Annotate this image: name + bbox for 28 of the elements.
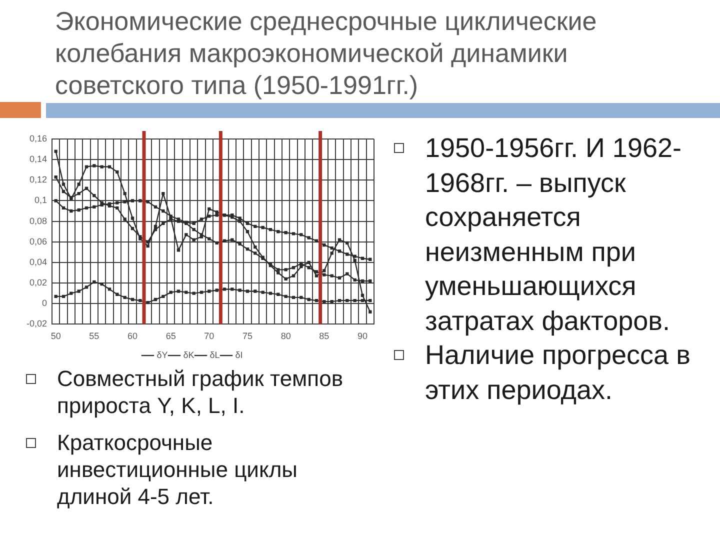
y-tick-label: 0,04 [29, 256, 47, 267]
y-tick-label: 0,06 [29, 236, 47, 246]
x-tick-label: 55 [89, 331, 100, 342]
legend-label: δK [183, 350, 194, 360]
y-tick-label: 0,08 [29, 216, 47, 226]
x-tick-label: 75 [242, 331, 253, 342]
x-tick-label: 70 [204, 331, 214, 342]
y-tick-label: 0,02 [29, 278, 47, 288]
y-tick-label: 0 [42, 298, 47, 308]
chart-title: Экономические среднесрочные циклические колебания макроэкономической динамики советского типа (1950-1991гг.) [55, 5, 598, 101]
legend-label: δY [156, 350, 168, 360]
y-tick-label: 0,12 [29, 174, 47, 185]
x-tick-label: 90 [357, 331, 368, 342]
text: Краткосрочные инвестиционные циклы длиной 4-5 лет. [57, 429, 298, 510]
x-tick-label: 60 [127, 331, 138, 342]
x-tick-label: 65 [166, 331, 176, 342]
x-tick-label: 85 [319, 331, 330, 342]
y-tick-label: 0,14 [29, 154, 47, 164]
x-tick-label: 50 [50, 331, 61, 342]
text: Совместный график темпов прироста Y, K, L, I. [57, 365, 344, 419]
legend-label: δL [210, 350, 220, 360]
y-tick-label: -0,02 [26, 318, 47, 329]
text: Наличие прогресса в этих периодах. [425, 339, 692, 407]
x-tick-label: 80 [280, 331, 291, 342]
legend-label: δI [235, 350, 243, 360]
y-tick-label: 0,16 [29, 133, 47, 144]
y-tick-label: 0,1 [34, 195, 47, 206]
text: 1950-1956гг. И 1962-1968гг. – выпуск сохраняется неизменным при уменьшающихся затратах факторов. [425, 132, 682, 338]
